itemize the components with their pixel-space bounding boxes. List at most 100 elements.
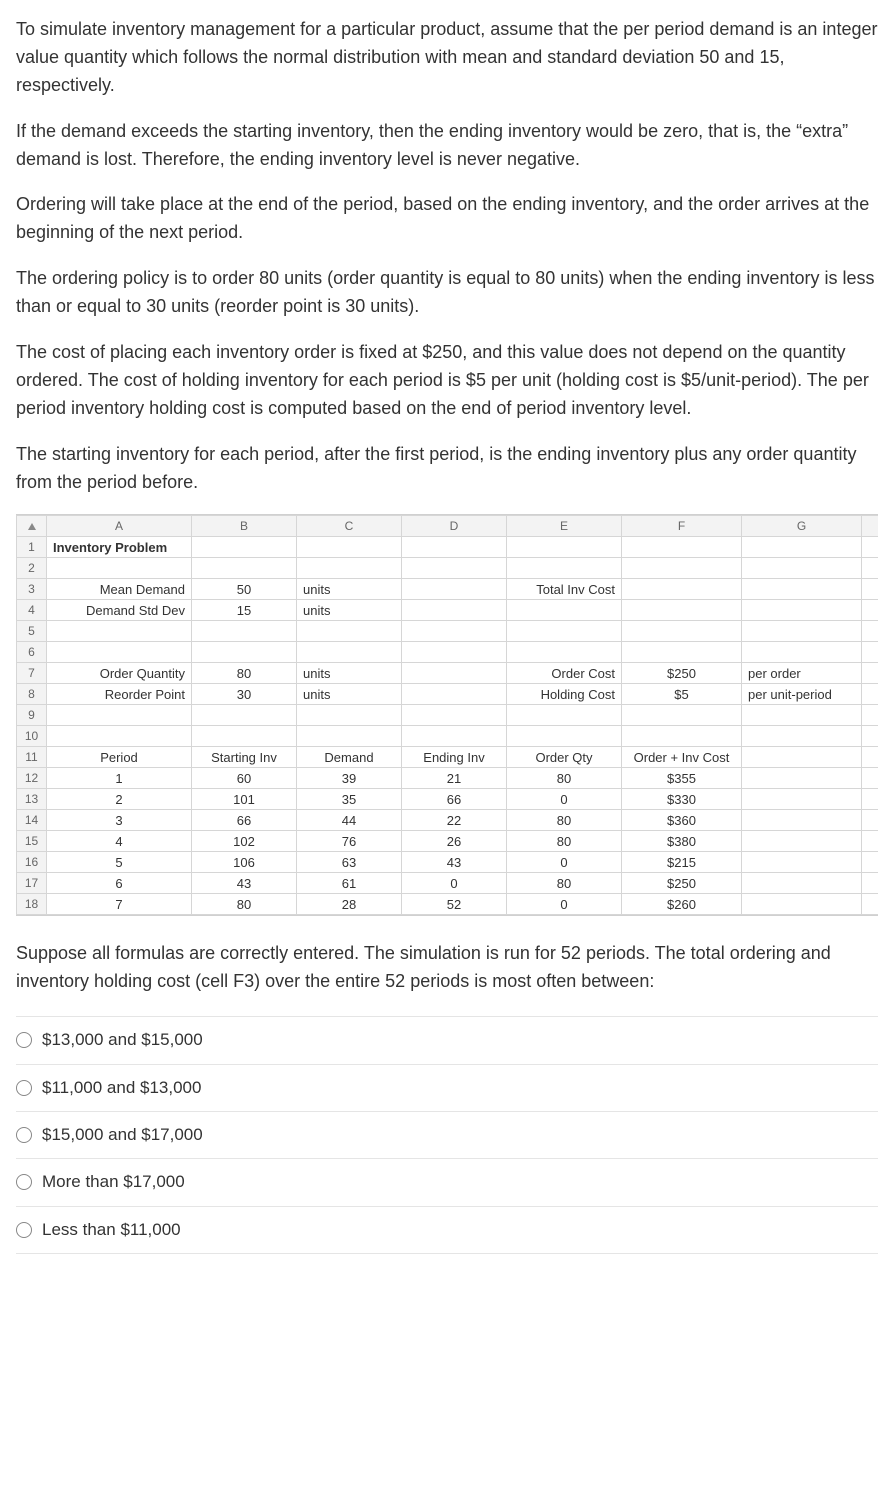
- option-5[interactable]: Less than $11,000: [16, 1207, 878, 1254]
- cell[interactable]: [622, 579, 742, 600]
- cell[interactable]: 0: [402, 873, 507, 894]
- cell[interactable]: [742, 621, 862, 642]
- cell[interactable]: [742, 852, 862, 873]
- cell[interactable]: [192, 726, 297, 747]
- row-header-9[interactable]: 9: [17, 705, 47, 726]
- col-header-G[interactable]: G: [742, 516, 862, 537]
- cell[interactable]: [862, 579, 879, 600]
- cell[interactable]: 7: [47, 894, 192, 915]
- row-header-15[interactable]: 15: [17, 831, 47, 852]
- cell[interactable]: [862, 873, 879, 894]
- col-header-F[interactable]: F: [622, 516, 742, 537]
- option-2[interactable]: $11,000 and $13,000: [16, 1065, 878, 1112]
- row-header-14[interactable]: 14: [17, 810, 47, 831]
- cell[interactable]: [862, 537, 879, 558]
- cell[interactable]: Mean Demand: [47, 579, 192, 600]
- cell[interactable]: Order Qty: [507, 747, 622, 768]
- col-header-C[interactable]: C: [297, 516, 402, 537]
- cell[interactable]: [507, 537, 622, 558]
- cell[interactable]: [862, 663, 879, 684]
- cell[interactable]: [862, 705, 879, 726]
- cell[interactable]: 43: [402, 852, 507, 873]
- cell[interactable]: 76: [297, 831, 402, 852]
- cell[interactable]: [507, 705, 622, 726]
- cell[interactable]: [192, 558, 297, 579]
- cell[interactable]: per unit-period: [742, 684, 862, 705]
- cell[interactable]: [622, 558, 742, 579]
- cell[interactable]: [862, 726, 879, 747]
- cell[interactable]: 52: [402, 894, 507, 915]
- row-header-10[interactable]: 10: [17, 726, 47, 747]
- cell[interactable]: 0: [507, 789, 622, 810]
- cell[interactable]: [507, 642, 622, 663]
- cell[interactable]: 80: [192, 663, 297, 684]
- cell[interactable]: 101: [192, 789, 297, 810]
- cell[interactable]: [297, 558, 402, 579]
- option-3[interactable]: $15,000 and $17,000: [16, 1112, 878, 1159]
- cell[interactable]: 1: [47, 768, 192, 789]
- cell[interactable]: Holding Cost: [507, 684, 622, 705]
- cell[interactable]: 0: [507, 852, 622, 873]
- cell[interactable]: [507, 558, 622, 579]
- cell[interactable]: 60: [192, 768, 297, 789]
- cell[interactable]: [507, 600, 622, 621]
- cell[interactable]: units: [297, 663, 402, 684]
- cell[interactable]: [47, 705, 192, 726]
- cell[interactable]: [192, 621, 297, 642]
- row-header-8[interactable]: 8: [17, 684, 47, 705]
- cell[interactable]: 106: [192, 852, 297, 873]
- cell[interactable]: [862, 810, 879, 831]
- cell[interactable]: 4: [47, 831, 192, 852]
- cell[interactable]: 6: [47, 873, 192, 894]
- row-header-7[interactable]: 7: [17, 663, 47, 684]
- row-header-12[interactable]: 12: [17, 768, 47, 789]
- cell[interactable]: [297, 621, 402, 642]
- cell[interactable]: $5: [622, 684, 742, 705]
- cell[interactable]: 50: [192, 579, 297, 600]
- cell[interactable]: $355: [622, 768, 742, 789]
- option-4[interactable]: More than $17,000: [16, 1159, 878, 1206]
- cell[interactable]: 66: [402, 789, 507, 810]
- cell[interactable]: 43: [192, 873, 297, 894]
- cell[interactable]: [192, 705, 297, 726]
- cell[interactable]: [297, 537, 402, 558]
- cell[interactable]: per order: [742, 663, 862, 684]
- cell[interactable]: $215: [622, 852, 742, 873]
- cell[interactable]: [402, 684, 507, 705]
- cell[interactable]: 35: [297, 789, 402, 810]
- cell[interactable]: units: [297, 684, 402, 705]
- row-header-11[interactable]: 11: [17, 747, 47, 768]
- row-header-17[interactable]: 17: [17, 873, 47, 894]
- cell[interactable]: 5: [47, 852, 192, 873]
- cell[interactable]: [862, 852, 879, 873]
- cell[interactable]: Order Cost: [507, 663, 622, 684]
- cell[interactable]: [47, 621, 192, 642]
- cell[interactable]: [192, 642, 297, 663]
- cell[interactable]: 44: [297, 810, 402, 831]
- cell[interactable]: 63: [297, 852, 402, 873]
- cell[interactable]: [402, 558, 507, 579]
- row-header-1[interactable]: 1: [17, 537, 47, 558]
- select-all-corner[interactable]: [17, 516, 47, 537]
- cell[interactable]: [862, 789, 879, 810]
- cell[interactable]: [507, 726, 622, 747]
- cell[interactable]: [862, 558, 879, 579]
- cell[interactable]: 80: [507, 810, 622, 831]
- cell[interactable]: [742, 726, 862, 747]
- cell[interactable]: [742, 579, 862, 600]
- cell[interactable]: $250: [622, 663, 742, 684]
- cell[interactable]: 80: [507, 873, 622, 894]
- cell[interactable]: [622, 726, 742, 747]
- cell[interactable]: Starting Inv: [192, 747, 297, 768]
- cell[interactable]: [622, 642, 742, 663]
- cell[interactable]: [862, 894, 879, 915]
- cell[interactable]: [742, 642, 862, 663]
- cell[interactable]: [47, 642, 192, 663]
- cell[interactable]: [862, 600, 879, 621]
- cell[interactable]: 15: [192, 600, 297, 621]
- cell[interactable]: [402, 537, 507, 558]
- cell[interactable]: 3: [47, 810, 192, 831]
- cell[interactable]: [192, 537, 297, 558]
- cell[interactable]: [742, 558, 862, 579]
- col-header-A[interactable]: A: [47, 516, 192, 537]
